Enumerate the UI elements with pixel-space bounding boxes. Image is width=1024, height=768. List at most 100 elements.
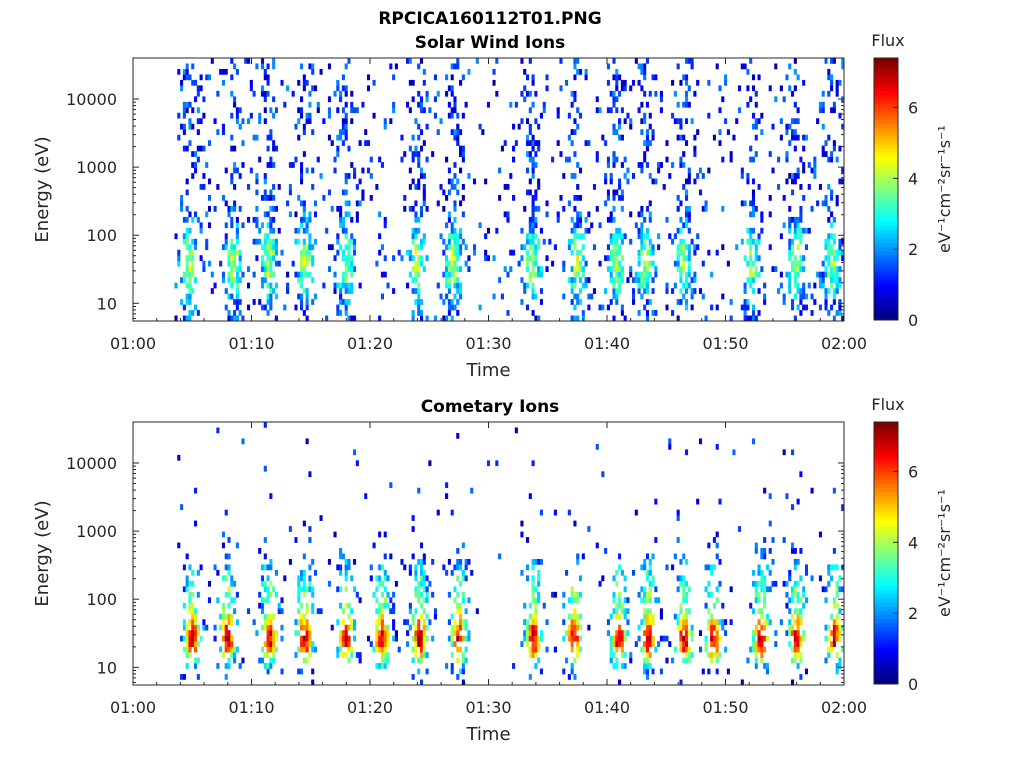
- flux-cell: [765, 663, 769, 669]
- flux-cell: [623, 652, 627, 658]
- flux-cell: [305, 249, 309, 256]
- flux-cell: [297, 79, 301, 86]
- flux-cell: [512, 156, 516, 163]
- flux-cell: [779, 233, 783, 240]
- flux-cell: [481, 129, 485, 136]
- flux-cell: [707, 79, 711, 86]
- flux-cell: [645, 260, 650, 267]
- flux-cell: [832, 277, 836, 283]
- flux-cell: [182, 101, 186, 108]
- flux-cell: [523, 602, 527, 609]
- y-tick-label: 10000: [66, 454, 117, 473]
- flux-cell: [241, 315, 245, 322]
- flux-cell: [350, 101, 354, 108]
- y-axis-label: Energy (eV): [32, 500, 53, 606]
- flux-cell: [615, 249, 619, 256]
- flux-cell: [506, 271, 510, 278]
- flux-cell: [835, 271, 839, 278]
- colorbar-step: [874, 299, 898, 305]
- y-tick-label: 1000: [76, 522, 117, 541]
- flux-cell: [746, 277, 750, 283]
- flux-cell: [654, 74, 658, 81]
- flux-cell: [260, 304, 265, 311]
- flux-cell: [754, 244, 758, 251]
- flux-cell: [425, 613, 429, 620]
- flux-cell: [679, 200, 683, 207]
- flux-cell: [793, 558, 797, 565]
- flux-cell: [378, 635, 382, 642]
- flux-cell: [433, 112, 438, 119]
- flux-cell: [573, 597, 577, 604]
- flux-cell: [247, 58, 251, 64]
- flux-cell: [760, 613, 764, 620]
- flux-cell: [810, 487, 814, 494]
- flux-cell: [587, 140, 591, 146]
- flux-cell: [673, 553, 677, 560]
- flux-cell: [687, 586, 691, 593]
- flux-cell: [411, 266, 415, 272]
- flux-cell: [308, 101, 312, 108]
- flux-cell: [227, 646, 231, 653]
- flux-cell: [528, 151, 532, 157]
- flux-cell: [263, 304, 267, 311]
- flux-cell: [539, 668, 544, 675]
- flux-cell: [461, 652, 465, 658]
- flux-cell: [740, 200, 744, 207]
- flux-cell: [185, 663, 189, 669]
- flux-cell: [380, 564, 384, 571]
- flux-cell: [353, 266, 357, 272]
- flux-cell: [537, 597, 541, 604]
- flux-cell: [687, 173, 691, 179]
- flux-cell: [657, 162, 661, 168]
- flux-cell: [188, 74, 192, 81]
- flux-cell: [450, 255, 454, 262]
- flux-cell: [827, 569, 831, 576]
- flux-cell: [838, 299, 842, 305]
- flux-cell: [431, 558, 435, 565]
- flux-cell: [300, 641, 304, 647]
- flux-cell: [567, 244, 571, 251]
- flux-cell: [241, 118, 245, 125]
- flux-cell: [726, 260, 730, 267]
- flux-cell: [818, 184, 822, 190]
- flux-cell: [308, 641, 312, 647]
- flux-cell: [799, 211, 803, 218]
- flux-cell: [573, 591, 577, 598]
- flux-cell: [631, 293, 636, 300]
- colorbar-step: [874, 528, 898, 534]
- flux-cell: [378, 663, 382, 669]
- flux-cell: [537, 591, 541, 598]
- flux-cell: [551, 260, 555, 267]
- flux-cell: [682, 635, 686, 642]
- flux-cell: [643, 74, 647, 81]
- flux-cell: [520, 118, 524, 125]
- flux-cell: [827, 205, 831, 212]
- flux-cell: [788, 216, 792, 223]
- flux-cell: [456, 123, 460, 130]
- flux-cell: [743, 282, 747, 289]
- flux-cell: [456, 58, 460, 64]
- flux-cell: [188, 101, 192, 108]
- flux-cell: [224, 674, 228, 680]
- flux-cell: [302, 79, 306, 86]
- colorbar-step: [874, 266, 898, 272]
- flux-cell: [832, 266, 836, 272]
- flux-cell: [565, 569, 569, 576]
- flux-cell: [347, 260, 351, 267]
- flux-cell: [182, 315, 186, 322]
- flux-cell: [414, 249, 418, 256]
- flux-cell: [258, 602, 262, 609]
- flux-cell: [763, 591, 767, 598]
- flux-cell: [417, 123, 421, 130]
- flux-cell: [269, 162, 273, 168]
- flux-cell: [419, 652, 424, 658]
- flux-cell: [344, 630, 348, 636]
- flux-cell: [188, 602, 192, 609]
- flux-cell: [260, 58, 265, 64]
- flux-cell: [308, 537, 312, 543]
- flux-cell: [235, 118, 239, 125]
- flux-cell: [648, 140, 652, 146]
- flux-cell: [266, 260, 270, 267]
- flux-cell: [684, 580, 689, 587]
- flux-cell: [799, 597, 803, 604]
